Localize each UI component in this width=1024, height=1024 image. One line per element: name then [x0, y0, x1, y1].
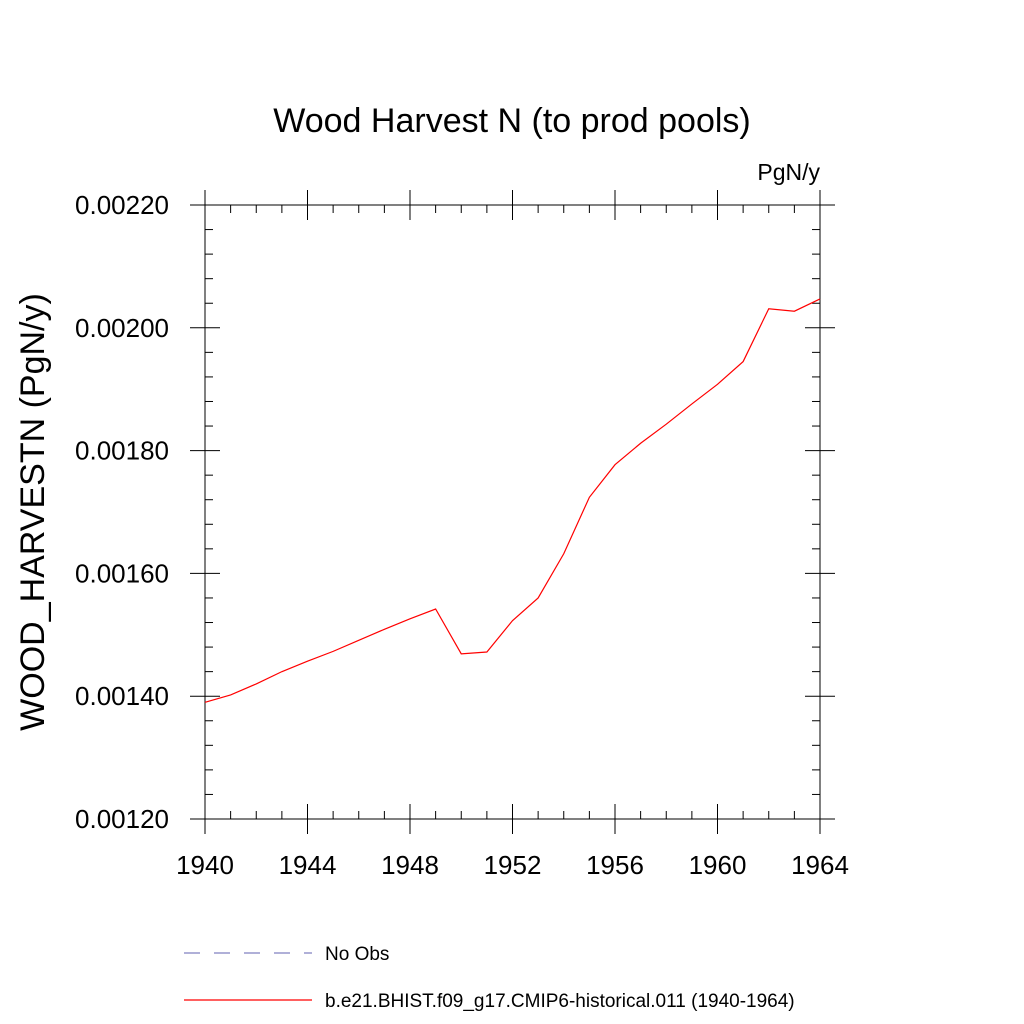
units-label: PgN/y — [757, 159, 820, 185]
y-tick-label: 0.00220 — [75, 190, 169, 220]
x-tick-label: 1948 — [381, 850, 439, 880]
x-tick-label: 1940 — [176, 850, 234, 880]
legend: No Obs b.e21.BHIST.f09_g17.CMIP6-historic… — [184, 944, 795, 1012]
axis-ticks — [190, 190, 835, 834]
x-tick-label: 1964 — [791, 850, 849, 880]
x-tick-label: 1952 — [484, 850, 542, 880]
y-tick-label: 0.00120 — [75, 804, 169, 834]
series-line — [204, 298, 821, 703]
legend-label: No Obs — [325, 944, 389, 965]
y-tick-label: 0.00200 — [75, 313, 169, 343]
x-tick-label: 1956 — [586, 850, 644, 880]
plot-frame — [204, 204, 821, 820]
series-layer — [204, 298, 821, 703]
y-tick-label: 0.00140 — [75, 681, 169, 711]
y-tick-label: 0.00160 — [75, 558, 169, 588]
chart-title: Wood Harvest N (to prod pools) — [273, 102, 750, 140]
axis-tick-labels: 1940 1944 1948 1952 1956 1960 1964 0.00120 0.001… — [75, 190, 849, 880]
y-axis-label: WOOD_HARVESTN (PgN/y) — [14, 293, 52, 731]
y-tick-label: 0.00180 — [75, 436, 169, 466]
x-tick-label: 1944 — [279, 850, 337, 880]
legend-label: b.e21.BHIST.f09_g17.CMIP6-historical.011… — [325, 991, 795, 1012]
x-tick-label: 1960 — [689, 850, 747, 880]
